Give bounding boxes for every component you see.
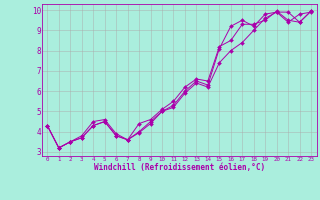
X-axis label: Windchill (Refroidissement éolien,°C): Windchill (Refroidissement éolien,°C) — [94, 163, 265, 172]
